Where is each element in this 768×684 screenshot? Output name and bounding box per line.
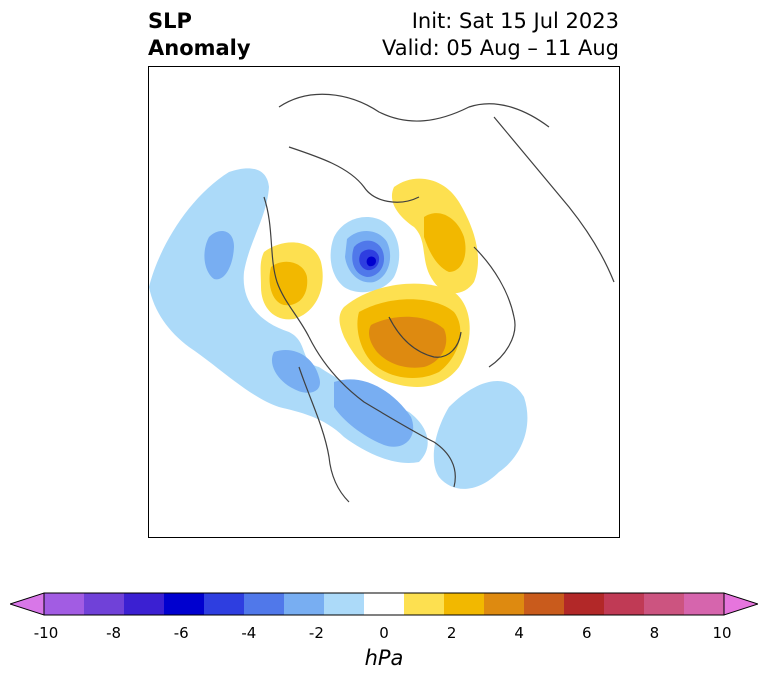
anomaly-alaska-gold <box>269 261 308 306</box>
anomaly-canada-mid-blue <box>334 379 414 447</box>
colorbar-tick-label: -8 <box>106 624 122 642</box>
anomaly-low-deep-blue <box>366 256 376 267</box>
colorbar-outline <box>43 592 725 616</box>
colorbar-extend-low <box>10 592 45 616</box>
colorbar-tick-label: -10 <box>33 624 59 642</box>
colorbar-tick-label: -2 <box>308 624 324 642</box>
colorbar-cell <box>684 593 725 615</box>
colorbar-cell <box>204 593 245 615</box>
colorbar-cell <box>324 593 365 615</box>
colorbar-cell <box>244 593 285 615</box>
colorbar-cell <box>124 593 165 615</box>
chart-title-left: SLP Anomaly <box>148 8 251 62</box>
colorbar-units: hPa <box>364 646 404 670</box>
colorbar <box>10 592 758 616</box>
colorbar-tick-label: 4 <box>514 624 524 642</box>
colorbar-cell <box>164 593 205 615</box>
colorbar-tick-label: 8 <box>649 624 660 642</box>
colorbar-cell <box>44 593 85 615</box>
colorbar-cell <box>564 593 605 615</box>
colorbar-tick-label: 2 <box>446 624 457 642</box>
valid-range: Valid: 05 Aug – 11 Aug <box>381 36 619 60</box>
anomaly-map <box>149 93 615 503</box>
colorbar-cell <box>404 593 445 615</box>
colorbar-tick-label: 0 <box>379 624 389 642</box>
title-anomaly: Anomaly <box>148 36 251 60</box>
colorbar-cell <box>484 593 525 615</box>
colorbar-tick-label: -4 <box>241 624 257 642</box>
title-slp: SLP <box>148 9 192 33</box>
colorbar-cell <box>364 593 405 615</box>
colorbar-cell <box>84 593 125 615</box>
chart-title-right: Init: Sat 15 Jul 2023 Valid: 05 Aug – 11… <box>382 8 619 62</box>
map-panel <box>148 66 620 538</box>
anomaly-atlantic-light-blue <box>433 380 528 489</box>
colorbar-cells <box>44 593 725 615</box>
coastlines <box>263 93 615 503</box>
colorbar-cell <box>284 593 325 615</box>
colorbar-cell <box>644 593 685 615</box>
colorbar-cell <box>604 593 645 615</box>
anomaly-siberia-gold <box>424 213 466 272</box>
colorbar-tick-label: 10 <box>712 624 732 642</box>
colorbar-extend-high <box>723 592 758 616</box>
colorbar-cell <box>444 593 485 615</box>
colorbar-tick-label: 6 <box>582 624 592 642</box>
anomaly-pacific-mid-blue <box>204 231 234 280</box>
anomaly-westcoast-mid-blue <box>271 349 320 393</box>
colorbar-tick-label: -6 <box>173 624 189 642</box>
init-date: Init: Sat 15 Jul 2023 <box>411 9 619 33</box>
colorbar-cell <box>524 593 565 615</box>
